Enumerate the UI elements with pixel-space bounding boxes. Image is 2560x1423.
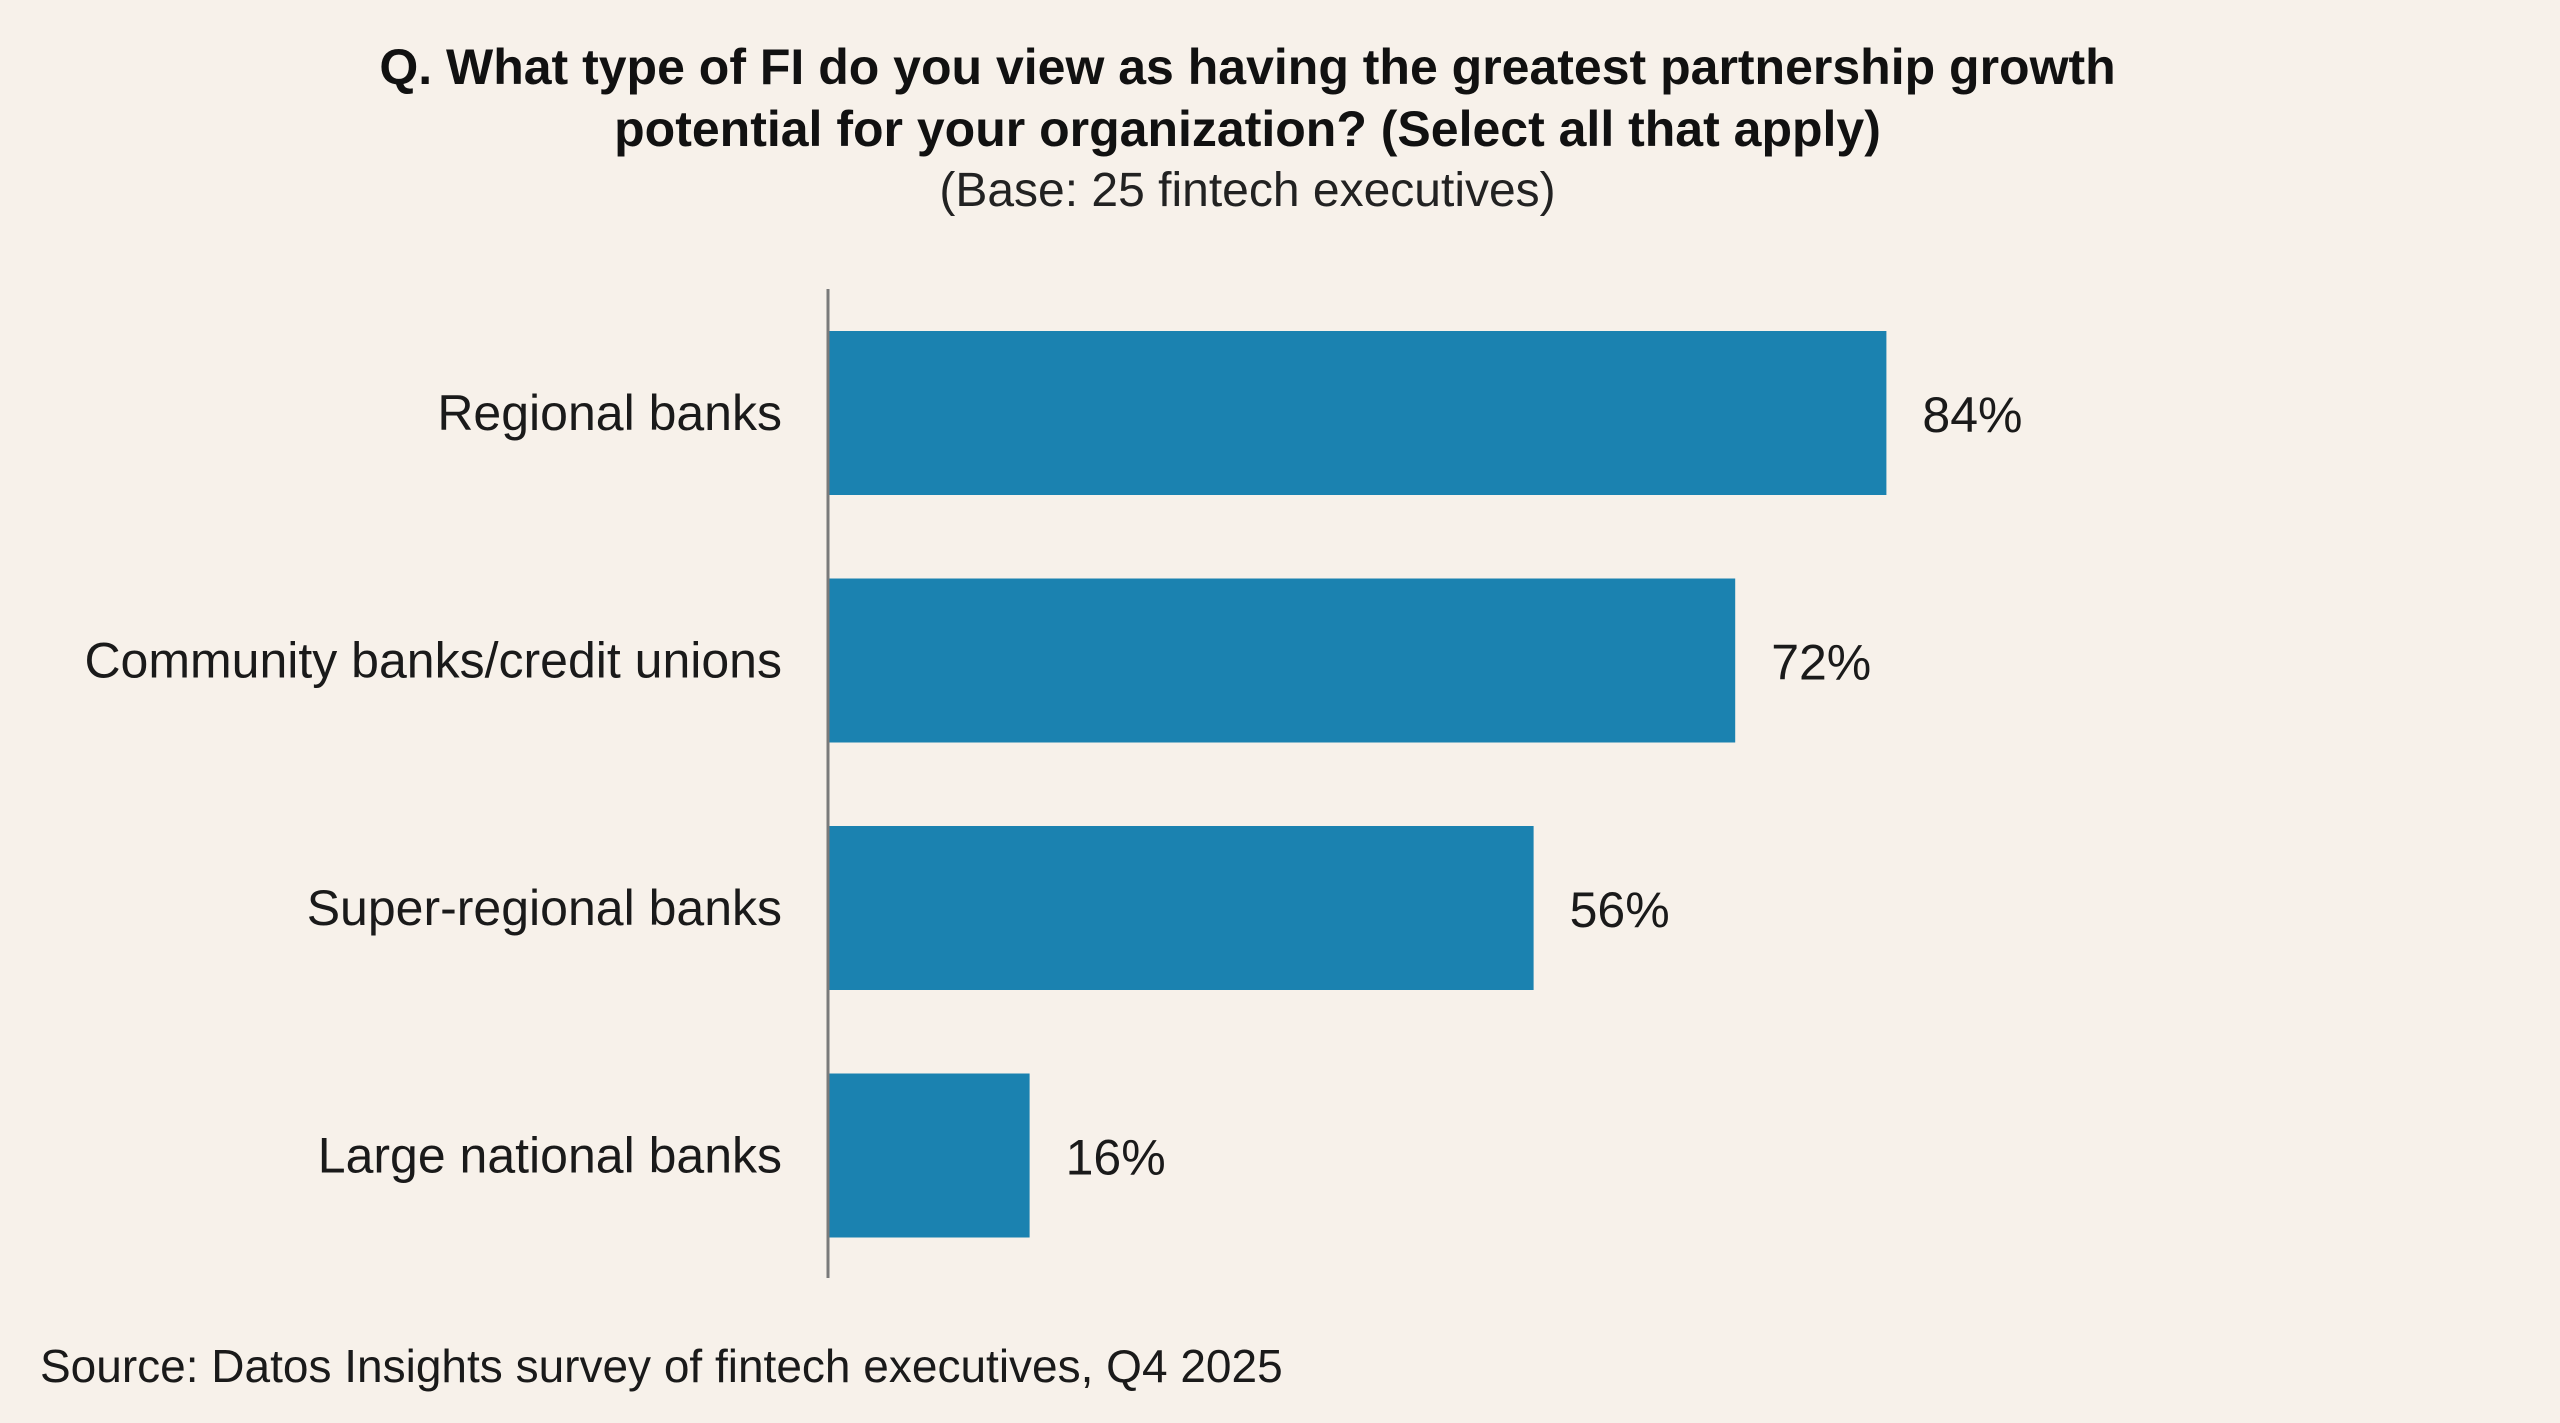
source-note: Source: Datos Insights survey of fintech… — [40, 1340, 1283, 1392]
value-label-regional-banks: 84% — [1922, 387, 2022, 443]
bar-super-regional-banks — [828, 826, 1534, 990]
category-label-large-national-banks: Large national banks — [318, 1128, 782, 1184]
bars-group — [828, 331, 1887, 1238]
chart-title-block: Q. What type of FI do you view as having… — [0, 36, 2495, 222]
category-labels: Regional banks Community banks/credit uni… — [84, 385, 782, 1184]
value-labels: 84% 72% 56% 16% — [1066, 387, 2023, 1186]
bar-large-national-banks — [828, 1073, 1030, 1238]
category-label-regional-banks: Regional banks — [437, 385, 782, 441]
category-label-super-regional-banks: Super-regional banks — [307, 880, 782, 936]
value-label-super-regional-banks: 56% — [1570, 882, 1670, 938]
bar-regional-banks — [828, 331, 1887, 495]
value-label-large-national-banks: 16% — [1066, 1130, 1166, 1186]
chart-title-line-2: potential for your organization? (Select… — [614, 101, 1881, 157]
value-label-community-banks-credit-unions: 72% — [1771, 635, 1871, 691]
chart-title-line-1: Q. What type of FI do you view as having… — [379, 39, 2116, 95]
bar-community-banks-credit-unions — [828, 578, 1736, 743]
chart-subtitle: (Base: 25 fintech executives) — [939, 164, 1556, 217]
category-label-community-banks-credit-unions: Community banks/credit unions — [84, 633, 782, 689]
